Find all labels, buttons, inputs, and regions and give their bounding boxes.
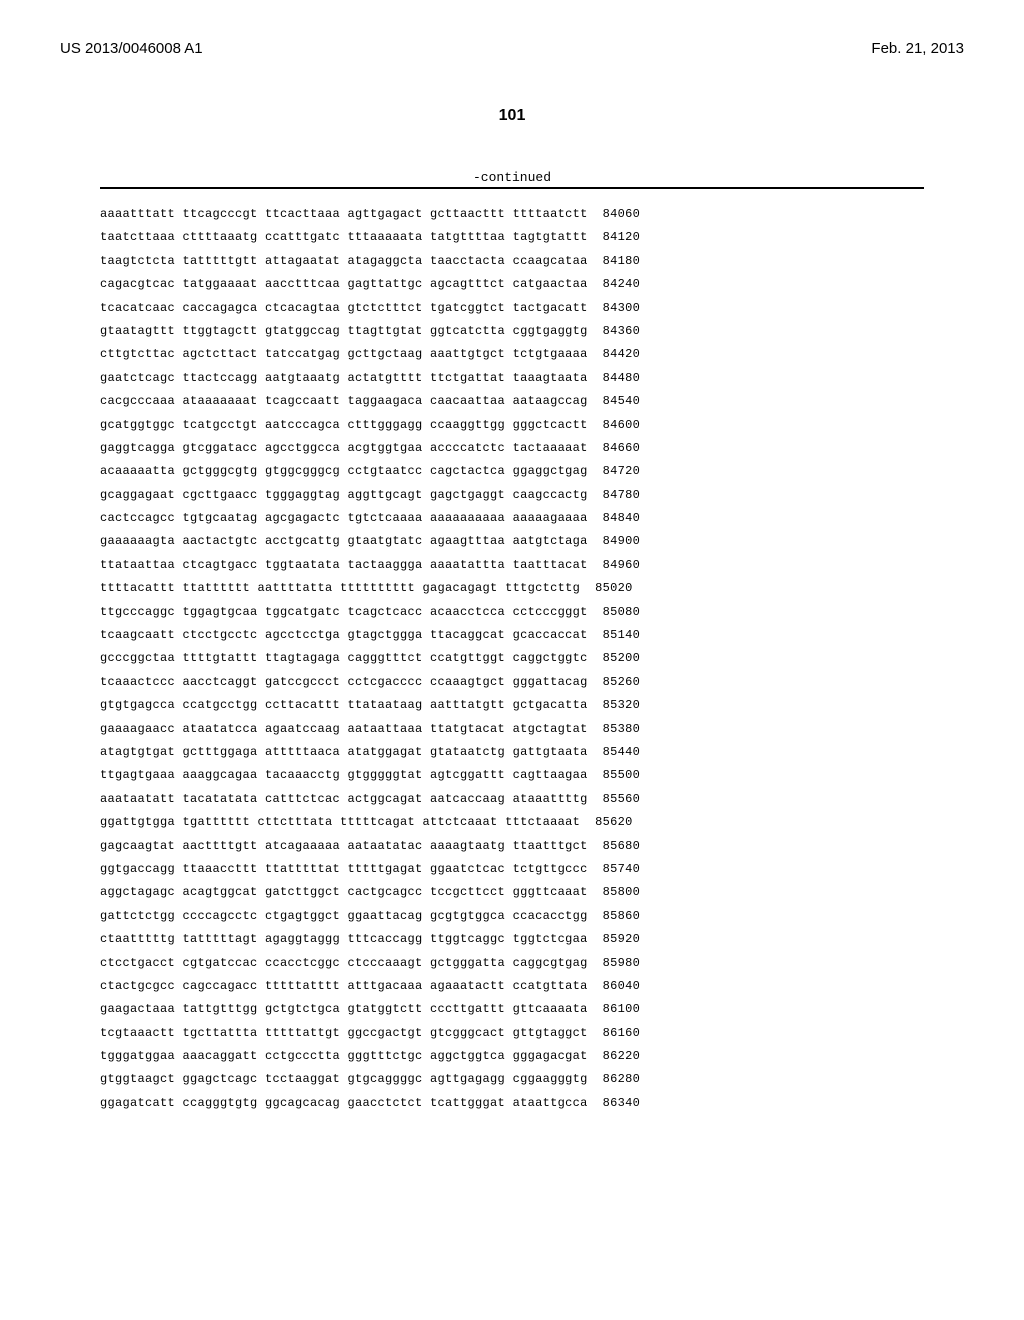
sequence-listing: aaaatttatt ttcagcccgt ttcacttaaa agttgag… xyxy=(100,203,924,1115)
sequence-line: ttgagtgaaa aaaggcagaa tacaaacctg gtggggg… xyxy=(100,764,924,787)
sequence-line: tcacatcaac caccagagca ctcacagtaa gtctctt… xyxy=(100,297,924,320)
sequence-line: gtaatagttt ttggtagctt gtatggccag ttagttg… xyxy=(100,320,924,343)
sequence-line: tcaagcaatt ctcctgcctc agcctcctga gtagctg… xyxy=(100,624,924,647)
sequence-line: ggtgaccagg ttaaaccttt ttatttttat tttttga… xyxy=(100,858,924,881)
sequence-line: aaataatatt tacatatata catttctcac actggca… xyxy=(100,788,924,811)
sequence-line: gtggtaagct ggagctcagc tcctaaggat gtgcagg… xyxy=(100,1068,924,1091)
sequence-line: gaaaaaagta aactactgtc acctgcattg gtaatgt… xyxy=(100,530,924,553)
sequence-line: tcaaactccc aacctcaggt gatccgccct cctcgac… xyxy=(100,671,924,694)
sequence-line: cttgtcttac agctcttact tatccatgag gcttgct… xyxy=(100,343,924,366)
sequence-line: ttataattaa ctcagtgacc tggtaatata tactaag… xyxy=(100,554,924,577)
sequence-line: ggattgtgga tgatttttt cttctttata tttttcag… xyxy=(100,811,924,834)
sequence-line: tgggatggaa aaacaggatt cctgccctta gggtttc… xyxy=(100,1045,924,1068)
sequence-line: ttttacattt ttatttttt aattttatta tttttttt… xyxy=(100,577,924,600)
sequence-line: gtgtgagcca ccatgcctgg ccttacattt ttataat… xyxy=(100,694,924,717)
sequence-line: cactccagcc tgtgcaatag agcgagactc tgtctca… xyxy=(100,507,924,530)
sequence-divider xyxy=(100,187,924,189)
sequence-line: taagtctcta tatttttgtt attagaatat atagagg… xyxy=(100,250,924,273)
sequence-line: ttgcccaggc tggagtgcaa tggcatgatc tcagctc… xyxy=(100,601,924,624)
sequence-line: ggagatcatt ccagggtgtg ggcagcacag gaacctc… xyxy=(100,1092,924,1115)
sequence-line: cagacgtcac tatggaaaat aacctttcaa gagttat… xyxy=(100,273,924,296)
sequence-line: ctcctgacct cgtgatccac ccacctcggc ctcccaa… xyxy=(100,952,924,975)
sequence-line: acaaaaatta gctgggcgtg gtggcgggcg cctgtaa… xyxy=(100,460,924,483)
sequence-line: gaatctcagc ttactccagg aatgtaaatg actatgt… xyxy=(100,367,924,390)
sequence-line: tcgtaaactt tgcttattta tttttattgt ggccgac… xyxy=(100,1022,924,1045)
publication-number: US 2013/0046008 A1 xyxy=(60,40,203,57)
sequence-line: aggctagagc acagtggcat gatcttggct cactgca… xyxy=(100,881,924,904)
sequence-line: taatcttaaa cttttaaatg ccatttgatc tttaaaa… xyxy=(100,226,924,249)
sequence-line: gaaaagaacc ataatatcca agaatccaag aataatt… xyxy=(100,718,924,741)
sequence-line: gaagactaaa tattgtttgg gctgtctgca gtatggt… xyxy=(100,998,924,1021)
sequence-line: ctaatttttg tatttttagt agaggtaggg tttcacc… xyxy=(100,928,924,951)
sequence-line: ctactgcgcc cagccagacc tttttatttt atttgac… xyxy=(100,975,924,998)
publication-date: Feb. 21, 2013 xyxy=(871,40,964,57)
sequence-line: gagcaagtat aacttttgtt atcagaaaaa aataata… xyxy=(100,835,924,858)
sequence-line: aaaatttatt ttcagcccgt ttcacttaaa agttgag… xyxy=(100,203,924,226)
sequence-line: atagtgtgat gctttggaga atttttaaca atatgga… xyxy=(100,741,924,764)
sequence-line: gattctctgg ccccagcctc ctgagtggct ggaatta… xyxy=(100,905,924,928)
continued-label: -continued xyxy=(60,170,964,185)
sequence-line: gcatggtggc tcatgcctgt aatcccagca ctttggg… xyxy=(100,414,924,437)
page-number: 101 xyxy=(60,107,964,125)
sequence-line: gcccggctaa ttttgtattt ttagtagaga cagggtt… xyxy=(100,647,924,670)
sequence-line: gaggtcagga gtcggatacc agcctggcca acgtggt… xyxy=(100,437,924,460)
sequence-line: gcaggagaat cgcttgaacc tgggaggtag aggttgc… xyxy=(100,484,924,507)
sequence-line: cacgcccaaa ataaaaaaat tcagccaatt taggaag… xyxy=(100,390,924,413)
